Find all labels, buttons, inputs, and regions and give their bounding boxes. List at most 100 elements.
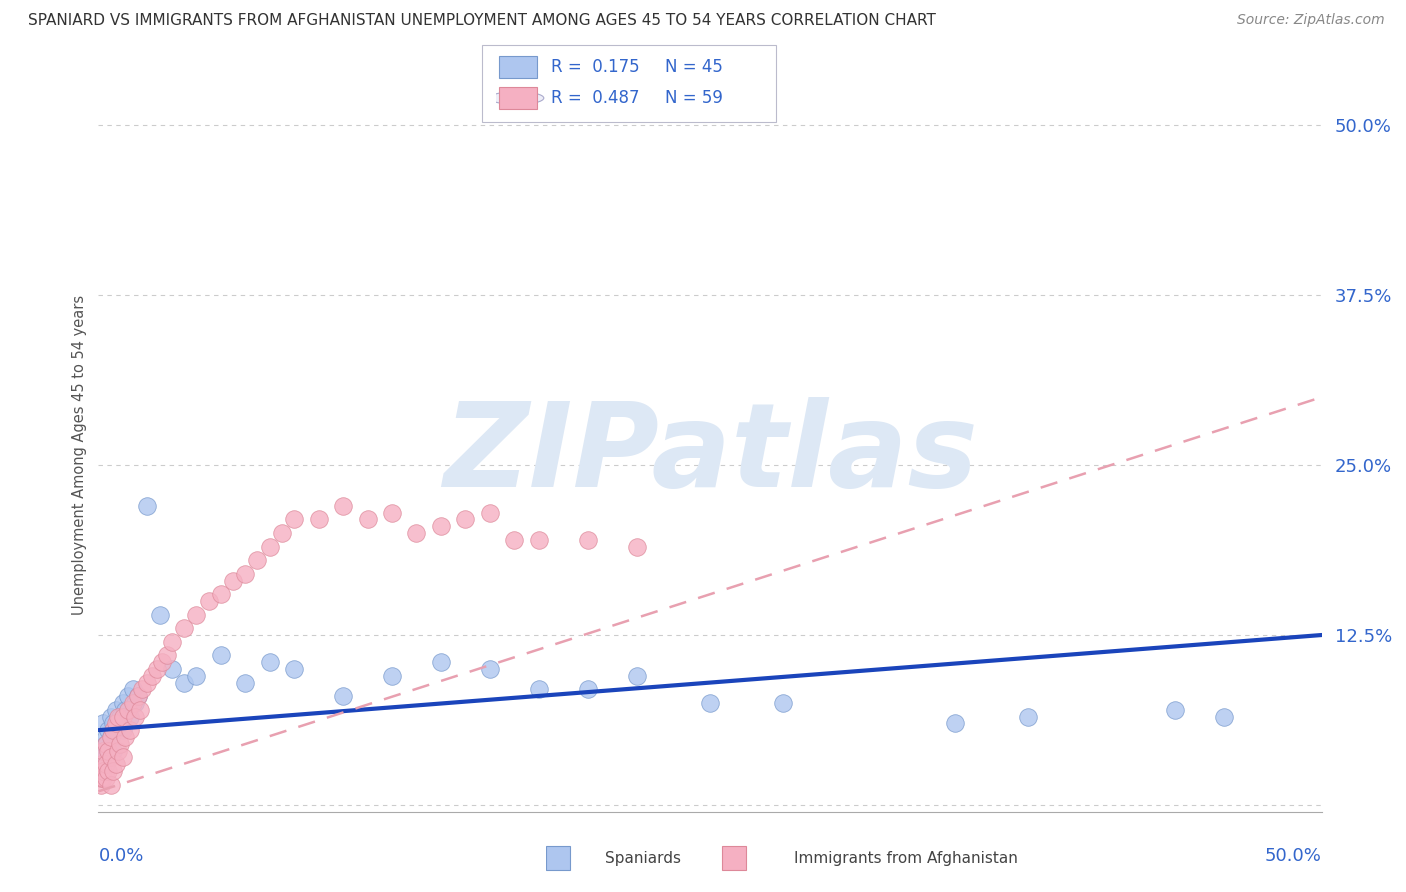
Point [332,689,354,703]
Point [186,669,208,683]
Point [97,764,120,778]
Point [173,675,195,690]
FancyBboxPatch shape [499,87,537,110]
Point [308,512,330,526]
Point [156,648,179,663]
Point [90,778,112,792]
Point [111,723,134,738]
Point [503,533,526,547]
Point [91,750,114,764]
Point [283,662,305,676]
Point [160,662,183,676]
Text: N = 59: N = 59 [665,89,723,107]
Point [222,574,245,588]
Text: Immigrants from Afghanistan: Immigrants from Afghanistan [794,851,1018,865]
Point [104,723,127,738]
Point [405,526,427,541]
Point [576,533,599,547]
Point [141,669,163,683]
Point [149,607,172,622]
Point [120,723,142,738]
Point [91,771,114,785]
Point [136,675,159,690]
Point [114,703,136,717]
Point [111,709,134,723]
Point [107,716,129,731]
Point [94,757,117,772]
Point [626,540,648,554]
Point [381,506,404,520]
Point [111,750,134,764]
Point [91,743,114,757]
Point [150,655,173,669]
Point [107,743,129,757]
Text: 0.0%: 0.0% [98,847,143,865]
Point [101,723,124,738]
Point [94,737,117,751]
Point [120,709,142,723]
Point [576,682,599,697]
Point [332,499,354,513]
Point [527,682,550,697]
Point [127,689,149,703]
Point [430,519,453,533]
Point [772,696,794,710]
Point [381,669,404,683]
Point [110,737,132,751]
Point [478,506,501,520]
Point [131,682,153,697]
Point [430,655,453,669]
Point [97,743,120,757]
Point [1212,709,1234,723]
Y-axis label: Unemployment Among Ages 45 to 54 years: Unemployment Among Ages 45 to 54 years [72,295,87,615]
Point [94,730,117,744]
Point [943,716,966,731]
Point [100,730,122,744]
Point [104,703,127,717]
Point [90,757,112,772]
Point [259,655,281,669]
Text: Source: ZipAtlas.com: Source: ZipAtlas.com [1237,13,1385,28]
Point [117,703,139,717]
Point [186,607,208,622]
Point [127,689,149,703]
Point [233,566,256,581]
Point [356,512,378,526]
Point [111,696,134,710]
Point [160,635,183,649]
Point [104,757,127,772]
FancyBboxPatch shape [721,846,747,871]
Point [699,696,721,710]
Point [124,709,146,723]
Text: 50.0%: 50.0% [1265,847,1322,865]
Point [91,764,114,778]
Point [1017,709,1039,723]
Point [233,675,256,690]
Circle shape [489,92,544,104]
Point [107,709,129,723]
Text: R =  0.487: R = 0.487 [551,89,640,107]
Text: ZIPatlas: ZIPatlas [443,398,977,512]
Point [1164,703,1187,717]
Point [110,709,132,723]
FancyBboxPatch shape [546,846,569,871]
Point [100,730,122,744]
Point [94,771,117,785]
Point [100,778,122,792]
Point [246,553,269,567]
Point [94,737,117,751]
Point [101,743,124,757]
Point [114,730,136,744]
Point [454,512,477,526]
Point [209,587,232,601]
Point [100,709,122,723]
Point [97,723,120,738]
Point [124,696,146,710]
Point [259,540,281,554]
Text: N = 45: N = 45 [665,58,723,76]
Point [90,743,112,757]
Point [209,648,232,663]
Point [173,621,195,635]
Point [197,594,219,608]
Point [100,750,122,764]
